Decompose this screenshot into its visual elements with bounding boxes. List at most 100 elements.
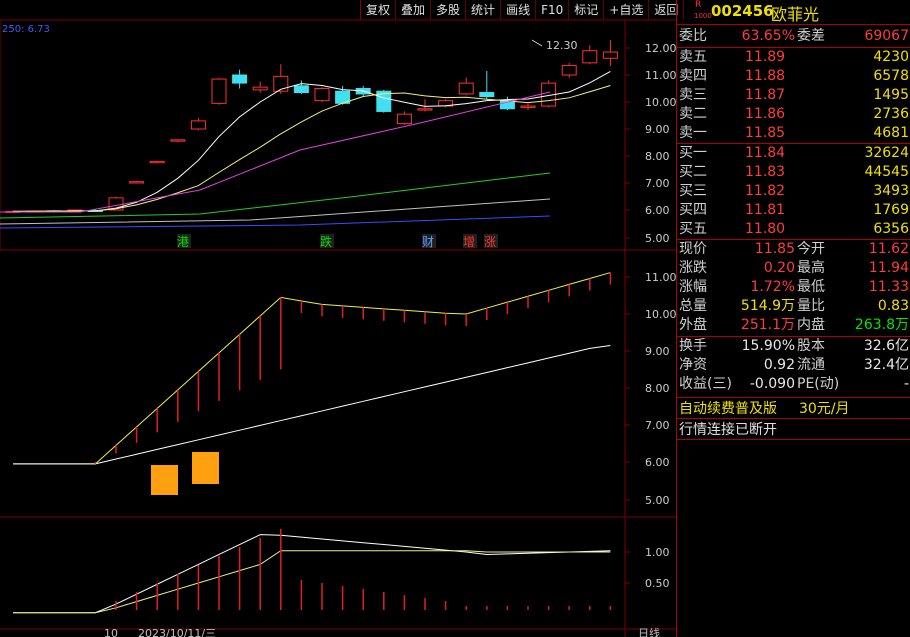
low-fast-line — [13, 534, 611, 614]
stat-value: 11.62 — [868, 241, 909, 257]
order-price: 11.84 — [745, 145, 786, 161]
stat-value: 0.92 — [763, 357, 795, 373]
event-marker-bg — [177, 234, 191, 248]
chart-area[interactable]: 250: 6.73 12.00 11.00 10.00 9.00 8.00 7.00 6.00… — [0, 0, 676, 637]
order-price: 11.80 — [745, 221, 786, 237]
back-button[interactable]: 返回 — [649, 0, 685, 20]
mid-axis-label: 8.00 — [645, 382, 670, 395]
mid-axis-label: 9.00 — [645, 345, 670, 358]
f10-button[interactable]: F10 — [536, 0, 570, 20]
stat-value: 11.94 — [868, 260, 909, 276]
ma10-line — [12, 85, 611, 212]
price-axis-label: 7.00 — [645, 177, 670, 190]
badge-bottom: 1000 — [694, 12, 712, 20]
kline-chart[interactable]: 250: 6.73 12.00 11.00 10.00 9.00 8.00 7.00 6.00… — [0, 0, 676, 637]
buy-row[interactable]: 买三 11.82 3493 — [677, 182, 910, 201]
order-volume: 1495 — [873, 87, 909, 103]
buy-row[interactable]: 买五 11.80 6356 — [677, 220, 910, 239]
stat-label: 外盘 — [679, 317, 707, 333]
sell-row[interactable]: 卖二 11.86 2736 — [677, 105, 910, 124]
connection-status: 行情连接已断开 — [679, 422, 777, 438]
order-label: 卖三 — [679, 87, 707, 103]
divider — [677, 397, 910, 398]
stat-value: 514.9万 — [740, 298, 795, 314]
price-axis-label: 12.00 — [645, 42, 676, 55]
stat-value: 32.4亿 — [863, 357, 909, 373]
stat-label: 股本 — [797, 338, 825, 354]
event-marker: 涨 — [484, 234, 496, 249]
candle-body — [232, 74, 248, 84]
event-marker: 港 — [177, 235, 189, 249]
candle-body — [273, 75, 289, 92]
stat-row: 涨跌 0.20 最高 11.94 — [677, 259, 910, 278]
draw-line-button[interactable]: 画线 — [501, 0, 537, 20]
order-label: 买五 — [679, 221, 707, 237]
toolbar: 复权 叠加 多股 统计 画线 F10 标记 +自选 返回 — [360, 0, 685, 20]
add-watchlist-button[interactable]: +自选 — [604, 0, 650, 20]
stat-row: 换手 15.90% 股本 32.6亿 — [677, 337, 910, 356]
order-price: 11.81 — [745, 202, 786, 218]
statistics-button[interactable]: 统计 — [466, 0, 502, 20]
stat-label: 收益(三) — [679, 376, 732, 392]
candle-body — [190, 120, 206, 130]
order-price: 11.83 — [745, 164, 786, 180]
divider — [677, 418, 910, 419]
promo-price[interactable]: 30元/月 — [799, 401, 850, 417]
stat-label: PE(动) — [797, 376, 840, 392]
stat-value: - — [903, 376, 909, 392]
stat-row: 收益(三) -0.090 PE(动) - — [677, 375, 910, 394]
restore-rights-button[interactable]: 复权 — [361, 0, 397, 20]
promo-text[interactable]: 自动续费普及版 — [679, 401, 777, 417]
sell-row[interactable]: 卖五 11.89 4230 — [677, 48, 910, 67]
mid-axis-label: 5.00 — [645, 494, 670, 507]
sell-row[interactable]: 卖三 11.87 1495 — [677, 86, 910, 105]
buy-row[interactable]: 买一 11.84 32624 — [677, 144, 910, 163]
divider — [677, 336, 910, 337]
weicha-label: 委差 — [797, 28, 825, 44]
divider — [677, 143, 910, 144]
stat-value: 11.33 — [868, 279, 909, 295]
orange-block — [151, 465, 178, 495]
order-label: 买二 — [679, 164, 707, 180]
stat-label: 现价 — [679, 241, 707, 257]
weibi-row: 委比 63.65% 委差 69067 — [677, 24, 910, 48]
buy-row[interactable]: 买二 11.83 44545 — [677, 163, 910, 182]
status-row: 行情连接已断开 — [677, 418, 910, 442]
overlay-button[interactable]: 叠加 — [396, 0, 432, 20]
indicator-label: 250: 6.73 — [2, 24, 50, 35]
stock-header: R 1000 002456 欧菲光 — [677, 0, 910, 25]
stat-value: 263.8万 — [854, 317, 909, 333]
divider — [677, 24, 910, 25]
order-volume: 3493 — [873, 183, 909, 199]
ma60-line — [0, 172, 551, 219]
buy-row[interactable]: 买四 11.81 1769 — [677, 201, 910, 220]
candle-body — [417, 108, 433, 111]
period-label: 日线 — [638, 626, 660, 637]
order-label: 买一 — [679, 145, 707, 161]
sell-row[interactable]: 卖四 11.88 6578 — [677, 67, 910, 86]
event-marker: 跌 — [320, 234, 332, 249]
order-label: 卖二 — [679, 106, 707, 122]
candle-body — [252, 86, 268, 91]
multi-stock-button[interactable]: 多股 — [431, 0, 467, 20]
low-axis-label: 0.50 — [645, 577, 670, 590]
candle-body — [396, 113, 412, 125]
candle-body — [582, 50, 598, 64]
candle-body — [479, 92, 495, 98]
stat-label: 涨跌 — [679, 260, 707, 276]
order-label: 卖一 — [679, 125, 707, 141]
stat-label: 今开 — [797, 241, 825, 257]
order-volume: 1769 — [873, 202, 909, 218]
price-axis-label: 5.00 — [645, 232, 670, 245]
sell-row[interactable]: 卖一 11.85 4681 — [677, 124, 910, 143]
stat-row: 外盘 251.1万 内盘 263.8万 — [677, 316, 910, 335]
mark-button[interactable]: 标记 — [569, 0, 605, 20]
date-tick: 10 — [104, 627, 118, 637]
promo-row[interactable]: 自动续费普及版 30元/月 — [677, 397, 910, 421]
stat-label: 内盘 — [797, 317, 825, 333]
divider — [677, 239, 910, 240]
stat-value: -0.090 — [749, 376, 795, 392]
stat-row: 涨幅 1.72% 最低 11.33 — [677, 278, 910, 297]
date-cursor: 2023/10/11/三 — [138, 627, 216, 637]
badge-top: R — [695, 0, 702, 10]
